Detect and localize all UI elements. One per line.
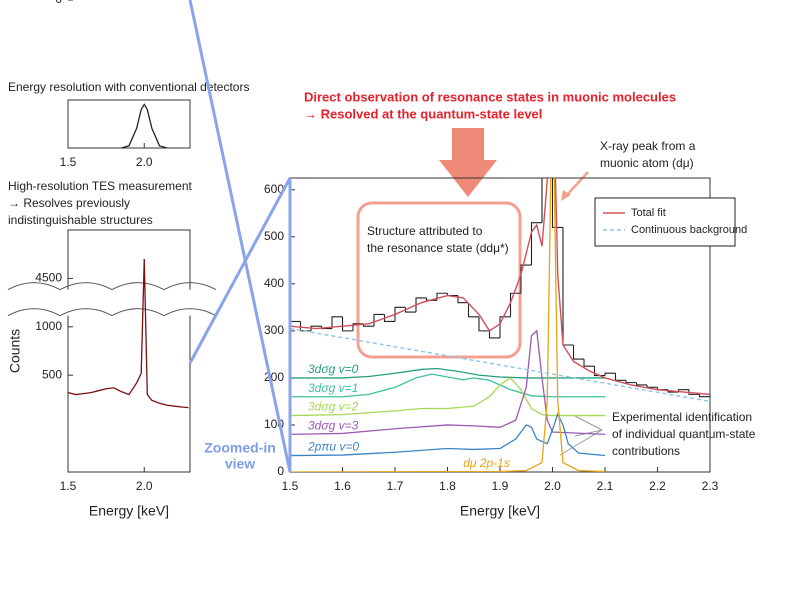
y-tick-label: 1000: [35, 319, 62, 333]
series-line: [290, 412, 606, 457]
x-tick-label: 1.5: [60, 479, 77, 493]
x-tick-label: 2.2: [649, 479, 666, 493]
x-tick-label: 1.5: [60, 155, 77, 169]
annotation: Experimental identification: [612, 410, 752, 424]
histogram-bin: [415, 297, 427, 313]
chart-title: Energy resolution with conventional dete…: [8, 80, 249, 94]
highlight-arrow: [439, 128, 497, 197]
y-tick-label: 500: [42, 367, 62, 381]
y-tick-label: 400: [264, 276, 284, 290]
y-tick-label: 0: [277, 464, 284, 478]
histogram-bin: [394, 306, 406, 322]
x-tick-label: 2.1: [597, 479, 614, 493]
x-axis-label: Energy [keV]: [460, 503, 540, 519]
x-tick-label: 2.0: [136, 479, 153, 493]
histogram-bin: [331, 316, 343, 329]
series-line: [290, 178, 606, 472]
histogram-bin: [635, 382, 647, 386]
histogram-bin: [698, 394, 710, 398]
chart-title: → Resolves previously: [8, 196, 130, 210]
histogram-bin: [604, 372, 616, 376]
y-tick-label: 4500: [35, 271, 62, 285]
axis-break-line: [7, 282, 217, 291]
axis-break-line: [7, 308, 217, 317]
histogram-bin: [530, 222, 542, 266]
annotation: X-ray peak from a: [600, 139, 696, 153]
plot-frame: [67, 99, 191, 149]
x-tick-label: 1.5: [282, 479, 299, 493]
zoom-label: Zoomed-in: [204, 440, 276, 456]
annotation: Structure attributed to: [367, 224, 483, 238]
histogram-bin: [425, 297, 437, 301]
histogram-bin: [593, 366, 605, 377]
histogram-bin: [467, 302, 479, 318]
legend-box: [594, 197, 736, 247]
zoom-connector: [188, 177, 292, 364]
histogram-bin: [499, 316, 511, 338]
histogram-bin: [688, 389, 700, 395]
series-line: [290, 327, 710, 403]
plot-frame: [67, 229, 191, 473]
histogram-bin: [352, 323, 364, 331]
series-line: [290, 377, 605, 417]
y-tick-label: 200: [264, 370, 284, 384]
series-line: [290, 367, 605, 379]
histogram-bin: [509, 292, 521, 317]
x-tick-label: 1.8: [439, 479, 456, 493]
series-label: dμ 2p-1s: [463, 456, 510, 470]
x-tick-label: 2.3: [702, 479, 719, 493]
chart-title: Direct observation of resonance states i…: [304, 89, 676, 104]
chart-title: High-resolution TES measurement: [8, 179, 193, 193]
zoom-connector: [188, 0, 292, 473]
y-tick-label: 0: [55, 0, 62, 6]
zoom-label: view: [225, 456, 255, 472]
annotation: contributions: [612, 444, 680, 458]
x-tick-label: 1.7: [387, 479, 404, 493]
histogram-bin: [572, 344, 584, 360]
x-tick-label: 2.0: [136, 155, 153, 169]
x-tick-label: 1.6: [334, 479, 351, 493]
series-label: 3dσg v=0: [308, 362, 359, 376]
series-label: 3dσg v=2: [308, 400, 359, 414]
series-line: [290, 178, 710, 396]
histogram-bin: [457, 295, 469, 304]
y-tick-label: 300: [264, 323, 284, 337]
x-tick-label: 1.9: [492, 479, 509, 493]
annotation: the resonance state (ddμ*): [367, 241, 509, 255]
histogram-bin: [341, 316, 353, 332]
histogram-bin: [625, 380, 637, 384]
chart-title: → Resolved at the quantum-state level: [304, 106, 542, 121]
histogram-bin: [383, 314, 395, 323]
histogram-bin: [488, 330, 500, 339]
resonance-box: [356, 201, 522, 359]
histogram-bin: [520, 264, 532, 294]
pointer-line: [565, 171, 589, 197]
histogram-bin: [404, 307, 416, 313]
pointer-head: [561, 190, 571, 201]
x-axis-label: Energy [keV]: [89, 503, 169, 519]
legend-label: Total fit: [631, 207, 666, 219]
y-axis-label: Counts: [7, 329, 23, 373]
histogram-bin: [541, 178, 543, 223]
series-line: [121, 103, 168, 148]
x-tick-label: 2.0: [544, 479, 561, 493]
chart-title: indistinguishable structures: [8, 213, 153, 227]
y-tick-label: 500: [264, 229, 284, 243]
series-line: [68, 259, 189, 409]
histogram-bin: [478, 316, 490, 332]
histogram-bin: [551, 178, 563, 228]
series-line: [290, 373, 605, 398]
series-label: 3dσg v=1: [308, 381, 358, 395]
histogram-bin: [310, 325, 322, 331]
axis-break-band: [8, 289, 216, 316]
annotation: of individual quantum-state: [612, 427, 756, 441]
series-label: 3dσg v=3: [308, 419, 359, 433]
series-label: 2pπu v=0: [307, 440, 359, 454]
histogram-bin: [583, 359, 595, 367]
annotation: muonic atom (dμ): [600, 156, 694, 170]
y-tick-label: 600: [264, 182, 284, 196]
legend-label: Continuous background: [631, 224, 747, 236]
